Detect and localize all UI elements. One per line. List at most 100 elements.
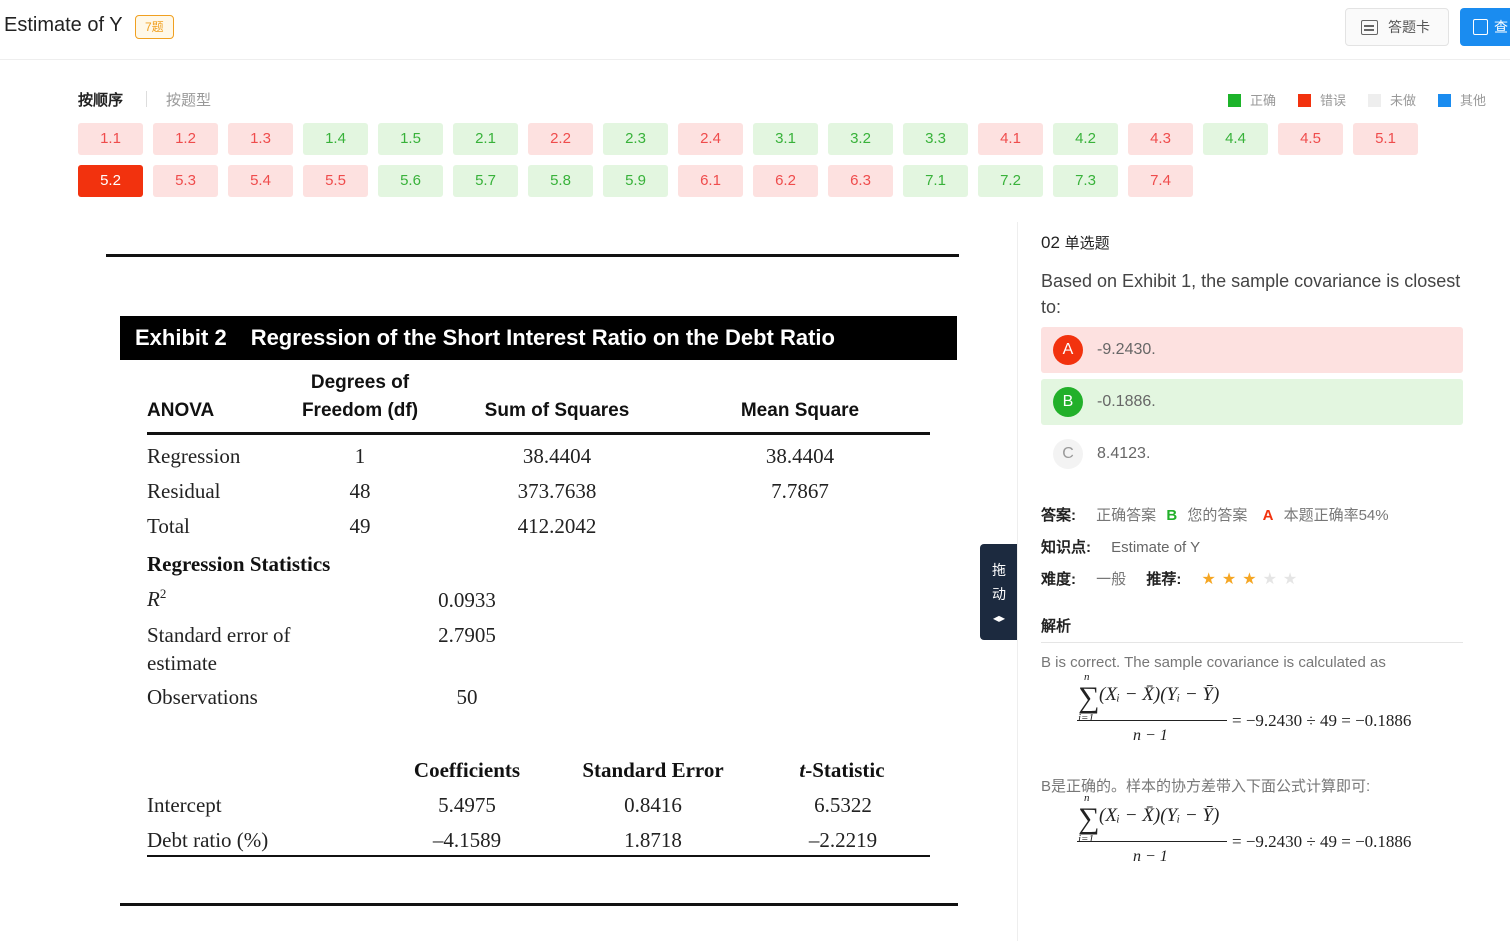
exhibit-label: Exhibit 2 xyxy=(135,325,227,350)
correct-answer-label: 正确答案 xyxy=(1096,507,1157,524)
question-button[interactable]: 1.2 xyxy=(153,123,218,155)
question-button[interactable]: 7.4 xyxy=(1128,165,1193,197)
question-button[interactable]: 5.5 xyxy=(303,165,368,197)
exhibit-bottom-rule xyxy=(120,903,958,906)
legend-item: 错误 xyxy=(1298,90,1346,109)
correct-answer-value: B xyxy=(1166,507,1178,524)
tab-divider xyxy=(146,91,147,107)
legend-swatch xyxy=(1298,94,1311,107)
anova-row-df: 1 xyxy=(354,444,366,468)
option-b[interactable]: B -0.1886. xyxy=(1041,379,1463,425)
recommend-stars: ★ ★ ★ ★ ★ xyxy=(1202,571,1304,588)
formula-numerator: (Xᵢ − X̄)(Yᵢ − Ȳ) xyxy=(1099,684,1220,705)
anova-row-df: 48 xyxy=(349,479,371,503)
question-button[interactable]: 4.1 xyxy=(978,123,1043,155)
sigma-icon: ∑ xyxy=(1078,681,1100,714)
exhibit-title-bar: Exhibit 2 Regression of the Short Interes… xyxy=(120,316,957,360)
question-button[interactable]: 3.1 xyxy=(753,123,818,155)
formula-result: = −9.2430 ÷ 49 = −0.1886 xyxy=(1232,711,1412,730)
question-number-value: 02 xyxy=(1041,233,1060,252)
formula-denominator: n − 1 xyxy=(1133,727,1168,744)
question-button[interactable]: 4.2 xyxy=(1053,123,1118,155)
anova-row-ss: 373.7638 xyxy=(517,479,597,503)
top-header: Estimate of Y 7题 答题卡 查 xyxy=(0,0,1510,60)
formula-numerator: (Xᵢ − X̄)(Yᵢ − Ȳ) xyxy=(1099,805,1220,826)
sigma-upper: n xyxy=(1084,671,1090,683)
knowledge-point-label: 知识点: xyxy=(1041,539,1091,556)
coef-row-name: Intercept xyxy=(147,793,222,817)
star-filled-icon: ★ xyxy=(1201,571,1216,588)
r2-letter: R xyxy=(147,587,160,611)
se-label-line1: Standard error of xyxy=(147,623,291,647)
question-number: 02 单选题 xyxy=(1041,232,1110,253)
question-button[interactable]: 2.2 xyxy=(528,123,593,155)
coef-row-coef: 5.4975 xyxy=(438,793,496,817)
anova-row-ms: 38.4404 xyxy=(765,444,835,468)
tab-by-order[interactable]: 按顺序 xyxy=(78,92,124,109)
question-button[interactable]: 5.1 xyxy=(1353,123,1418,155)
question-type: 单选题 xyxy=(1064,235,1110,252)
question-button[interactable]: 1.3 xyxy=(228,123,293,155)
question-button[interactable]: 5.2 xyxy=(78,165,143,197)
stderr-header: Standard Error xyxy=(582,758,724,782)
legend-label: 正确 xyxy=(1250,93,1277,108)
sigma-lower: i=1 xyxy=(1078,833,1094,845)
option-a[interactable]: A -9.2430. xyxy=(1041,327,1463,373)
recommend-label: 推荐: xyxy=(1146,571,1182,588)
df-header-line1: Degrees of xyxy=(310,372,410,393)
question-button[interactable]: 2.3 xyxy=(603,123,668,155)
tstat-rest: -Statistic xyxy=(805,758,885,782)
tab-by-type[interactable]: 按题型 xyxy=(166,92,212,109)
r2-sup: 2 xyxy=(159,586,167,601)
question-button[interactable]: 7.1 xyxy=(903,165,968,197)
question-button[interactable]: 5.9 xyxy=(603,165,668,197)
question-button[interactable]: 6.3 xyxy=(828,165,893,197)
question-button[interactable]: 1.5 xyxy=(378,123,443,155)
question-button[interactable]: 5.6 xyxy=(378,165,443,197)
option-letter: C xyxy=(1053,439,1083,469)
option-letter: A xyxy=(1053,335,1083,365)
question-button[interactable]: 3.3 xyxy=(903,123,968,155)
fraction-bar xyxy=(1077,841,1227,842)
option-text: 8.4123. xyxy=(1097,445,1151,462)
question-button[interactable]: 1.4 xyxy=(303,123,368,155)
fraction-bar xyxy=(1077,720,1227,721)
anova-row-name: Residual xyxy=(147,479,221,503)
drag-handle[interactable]: 拖 动 ◂▸ xyxy=(980,544,1018,640)
reg-stats-title: Regression Statistics xyxy=(147,552,331,576)
question-button[interactable]: 2.4 xyxy=(678,123,743,155)
sigma-lower: i=1 xyxy=(1078,712,1094,724)
question-button[interactable]: 3.2 xyxy=(828,123,893,155)
analysis-rule xyxy=(1041,642,1463,643)
question-button[interactable]: 2.1 xyxy=(453,123,518,155)
question-button[interactable]: 5.3 xyxy=(153,165,218,197)
question-button[interactable]: 7.2 xyxy=(978,165,1043,197)
legend-label: 未做 xyxy=(1390,93,1417,108)
question-button[interactable]: 7.3 xyxy=(1053,165,1118,197)
legend-label: 错误 xyxy=(1320,93,1347,108)
analysis-cn-text: B是正确的。样本的协方差带入下面公式计算即可: xyxy=(1041,778,1371,795)
question-button[interactable]: 5.4 xyxy=(228,165,293,197)
option-c[interactable]: C 8.4123. xyxy=(1041,431,1463,477)
anova-row-ms: 7.7867 xyxy=(771,479,829,503)
tstat-t: t xyxy=(799,758,806,782)
view-button[interactable]: 查 xyxy=(1460,8,1510,46)
answer-card-button[interactable]: 答题卡 xyxy=(1345,8,1449,46)
answer-card-label: 答题卡 xyxy=(1388,19,1430,35)
question-button[interactable]: 5.8 xyxy=(528,165,593,197)
coef-row-se: 1.8718 xyxy=(624,828,682,852)
knowledge-point-value: Estimate of Y xyxy=(1111,539,1201,556)
question-button[interactable]: 6.2 xyxy=(753,165,818,197)
analysis-title: 解析 xyxy=(1041,618,1072,635)
difficulty-label: 难度: xyxy=(1041,571,1076,588)
coef-row-se: 0.8416 xyxy=(624,793,682,817)
coef-row-name: Debt ratio (%) xyxy=(147,828,269,852)
anova-row-df: 49 xyxy=(349,514,371,538)
sigma-upper: n xyxy=(1084,792,1090,804)
question-button[interactable]: 4.5 xyxy=(1278,123,1343,155)
question-button[interactable]: 4.4 xyxy=(1203,123,1268,155)
question-button[interactable]: 4.3 xyxy=(1128,123,1193,155)
question-button[interactable]: 5.7 xyxy=(453,165,518,197)
question-button[interactable]: 6.1 xyxy=(678,165,743,197)
question-button[interactable]: 1.1 xyxy=(78,123,143,155)
